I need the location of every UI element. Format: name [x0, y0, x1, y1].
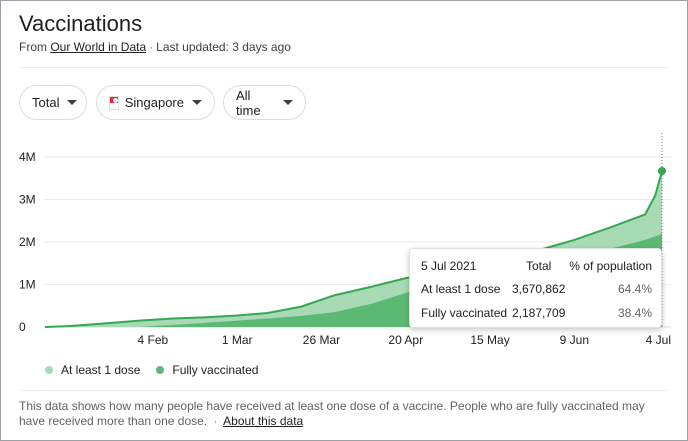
- x-tick-label: 1 Mar: [222, 333, 253, 347]
- tooltip-row-total: 3,670,862: [512, 282, 566, 296]
- chevron-down-icon: [192, 100, 202, 105]
- legend-label: Fully vaccinated: [172, 363, 259, 377]
- footnote-separator: ·: [213, 414, 218, 428]
- last-updated: Last updated: 3 days ago: [156, 40, 291, 54]
- tooltip-row-percent: 64.4%: [617, 282, 652, 296]
- tooltip-col-percent: % of population: [569, 259, 652, 273]
- source-link[interactable]: Our World in Data: [50, 40, 147, 54]
- about-data-link[interactable]: About this data: [223, 414, 304, 428]
- y-tick-label: 4M: [19, 150, 36, 164]
- metric-dropdown[interactable]: Total: [19, 85, 87, 120]
- source-separator: ·: [149, 40, 154, 54]
- legend-item[interactable]: At least 1 dose: [45, 363, 140, 377]
- tooltip-date: 5 Jul 2021: [421, 259, 477, 273]
- hover-point: [658, 166, 666, 175]
- x-tick-label: 15 May: [470, 333, 509, 347]
- singapore-flag-icon: [109, 95, 119, 110]
- legend-item[interactable]: Fully vaccinated: [156, 363, 258, 377]
- source-line: From Our World in Data · Last updated: 3 d…: [19, 40, 291, 54]
- metric-label: Total: [32, 95, 60, 110]
- bottom-divider: [19, 390, 669, 391]
- tooltip-col-total: Total: [526, 259, 552, 273]
- chevron-down-icon: [283, 100, 293, 105]
- chart-tooltip: 5 Jul 2021 Total % of population At leas…: [409, 248, 662, 328]
- country-dropdown[interactable]: Singapore: [96, 85, 215, 120]
- y-tick-label: 2M: [19, 235, 36, 249]
- range-label: All time: [236, 87, 261, 118]
- country-label: Singapore: [124, 95, 184, 110]
- y-tick-label: 0: [19, 320, 26, 334]
- x-tick-label: 4 Feb: [138, 333, 169, 347]
- tooltip-row-total: 2,187,709: [512, 306, 566, 320]
- legend-swatch: [45, 366, 53, 374]
- source-prefix: From: [19, 40, 47, 54]
- footnote-text: This data shows how many people have rec…: [19, 399, 645, 428]
- tooltip-row-percent: 38.4%: [617, 306, 652, 320]
- top-divider: [19, 67, 669, 68]
- x-tick-label: 9 Jun: [560, 333, 589, 347]
- legend-label: At least 1 dose: [61, 363, 141, 377]
- tooltip-row-label: Fully vaccinated: [421, 306, 508, 320]
- chevron-down-icon: [67, 100, 78, 105]
- y-tick-label: 1M: [19, 278, 36, 292]
- footnote: This data shows how many people have rec…: [19, 399, 669, 429]
- legend-swatch: [156, 366, 165, 374]
- y-tick-label: 3M: [19, 193, 36, 207]
- chart-legend: At least 1 dose Fully vaccinated: [45, 363, 274, 377]
- card-title: Vaccinations: [19, 11, 143, 36]
- range-dropdown[interactable]: All time: [223, 85, 306, 120]
- at-least-one-dose-line: [44, 170, 663, 328]
- x-tick-label: 4 Jul: [646, 333, 671, 347]
- tooltip-row-label: At least 1 dose: [421, 282, 501, 296]
- x-tick-label: 20 Apr: [388, 333, 423, 347]
- x-tick-label: 26 Mar: [303, 333, 340, 347]
